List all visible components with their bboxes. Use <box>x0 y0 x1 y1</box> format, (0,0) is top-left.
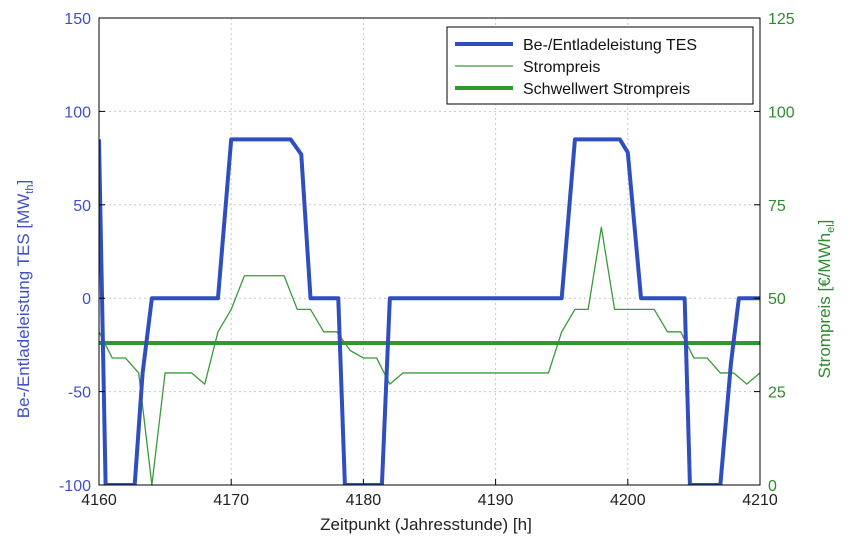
left-axis-label-main: Be-/Entladeleistung TES [MW <box>14 194 33 419</box>
left-tick-label: -100 <box>59 478 91 495</box>
right-axis-label-main: Strompreis [€/MWh <box>815 233 834 378</box>
series-line-1 <box>99 226 760 485</box>
legend-label: Strompreis <box>523 59 600 76</box>
series-line-0 <box>99 137 760 485</box>
x-tick-label: 4200 <box>610 492 646 509</box>
left-axis-label: Be-/Entladeleistung TES [MWth] <box>14 180 36 418</box>
x-tick-label: 4190 <box>478 492 514 509</box>
left-tick-label: 0 <box>82 291 91 308</box>
axis-ticks: 4160 4170 4180 4190 4200 4210 -100 -50 0 50 100 150… <box>59 11 795 509</box>
left-tick-label: 150 <box>64 11 91 28</box>
left-tick-label: -50 <box>68 385 91 402</box>
right-tick-label: 50 <box>768 291 786 308</box>
right-tick-label: 75 <box>768 198 786 215</box>
right-axis-label: Strompreis [€/MWhel] <box>815 220 837 379</box>
x-tick-label: 4210 <box>742 492 778 509</box>
series-layer <box>99 137 760 485</box>
x-tick-label: 4170 <box>213 492 249 509</box>
right-tick-label: 125 <box>768 11 795 28</box>
x-axis-label: Zeitpunkt (Jahresstunde) [h] <box>320 515 532 534</box>
left-tick-label: 100 <box>64 104 91 121</box>
legend-label: Be-/Entladeleistung TES <box>523 37 697 54</box>
right-tick-label: 25 <box>768 385 786 402</box>
right-axis-label-sub: el <box>825 224 837 233</box>
left-axis-label-suffix: ] <box>14 180 33 185</box>
legend-label: Schwellwert Strompreis <box>523 81 690 98</box>
legend: Be-/Entladeleistung TES Strompreis Schwell… <box>446 26 754 105</box>
plot-frame <box>98 17 761 486</box>
x-tick-label: 4160 <box>81 492 117 509</box>
left-axis-label-sub: th <box>24 184 36 193</box>
x-tick-label: 4180 <box>346 492 382 509</box>
right-tick-label: 100 <box>768 104 795 121</box>
right-tick-label: 0 <box>768 478 777 495</box>
right-axis-label-suffix: ] <box>815 220 834 225</box>
left-tick-label: 50 <box>73 198 91 215</box>
